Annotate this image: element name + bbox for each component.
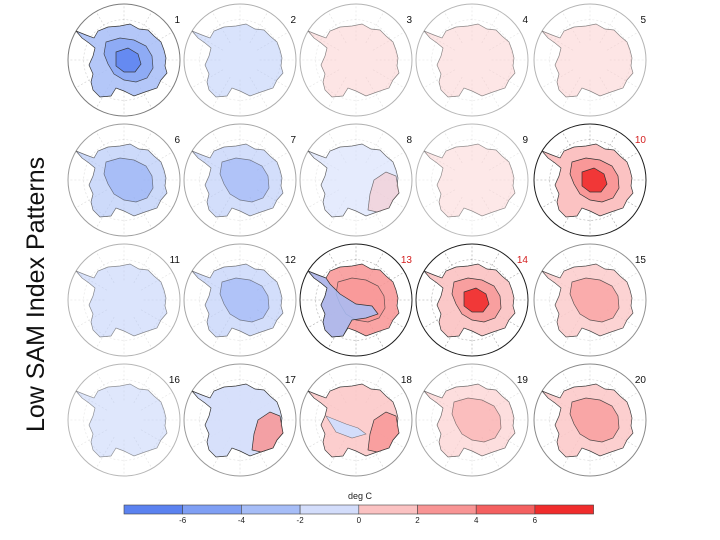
map-panel-6: 6 <box>67 123 181 237</box>
colorbar-segment-4 <box>299 504 360 515</box>
panel-number-2: 2 <box>290 15 296 26</box>
panel-number-13: 13 <box>401 255 413 266</box>
colorbar-tick--6: -6 <box>179 516 187 525</box>
panel-number-10: 10 <box>635 135 647 146</box>
panel-number-7: 7 <box>290 135 296 146</box>
map-panel-19: 19 <box>415 363 529 477</box>
colorbar-segment-8 <box>534 504 594 515</box>
panel-number-11: 11 <box>170 255 181 266</box>
colorbar-tick--4: -4 <box>238 516 246 525</box>
map-panel-12: 12 <box>183 243 297 357</box>
colorbar-tick-4: 4 <box>474 516 479 525</box>
colorbar-segment-1 <box>123 504 184 515</box>
colorbar-tick-2: 2 <box>415 516 420 525</box>
colorbar-unit-label: deg C <box>348 491 373 501</box>
map-panel-17: 17 <box>183 363 297 477</box>
map-panel-3: 3 <box>299 3 413 117</box>
panel-number-15: 15 <box>635 255 647 266</box>
map-panel-16: 16 <box>67 363 181 477</box>
map-panel-13: 13 <box>299 243 413 357</box>
map-panel-2: 2 <box>183 3 297 117</box>
colorbar: deg C -6 -4 -2 0 2 4 6 <box>123 491 594 525</box>
panel-number-16: 16 <box>169 375 181 386</box>
panel-number-1: 1 <box>174 15 180 26</box>
panel-number-5: 5 <box>640 15 646 26</box>
panel-number-14: 14 <box>517 255 529 266</box>
panel-number-20: 20 <box>635 375 647 386</box>
panel-number-8: 8 <box>406 135 412 146</box>
map-panel-9: 9 <box>415 123 529 237</box>
colorbar-segment-5 <box>358 504 418 515</box>
colorbar-tick-6: 6 <box>533 516 538 525</box>
panel-number-6: 6 <box>174 135 180 146</box>
map-panel-1: 1 <box>67 3 181 117</box>
map-panel-20: 20 <box>533 363 647 477</box>
colorbar-tick-0: 0 <box>357 516 362 525</box>
colorbar-segment-6 <box>417 504 477 515</box>
map-panel-18: 18 <box>299 363 413 477</box>
panel-number-17: 17 <box>285 375 297 386</box>
panel-number-4: 4 <box>522 15 528 26</box>
map-panel-4: 4 <box>415 3 529 117</box>
map-panel-5: 5 <box>533 3 647 117</box>
map-panel-8: 8 <box>299 123 413 237</box>
panel-number-12: 12 <box>285 255 297 266</box>
map-panel-15: 15 <box>533 243 647 357</box>
colorbar-segment-7 <box>475 504 536 515</box>
panel-number-18: 18 <box>401 375 413 386</box>
map-panel-11: 11 <box>67 243 181 357</box>
panel-number-9: 9 <box>522 135 528 146</box>
map-panel-7: 7 <box>183 123 297 237</box>
colorbar-segment-2 <box>182 504 242 515</box>
colorbar-tick--2: -2 <box>297 516 305 525</box>
map-panel-10: 10 <box>533 123 647 237</box>
panel-number-3: 3 <box>406 15 412 26</box>
panel-number-19: 19 <box>517 375 529 386</box>
map-panel-14: 14 <box>415 243 529 357</box>
colorbar-segment-3 <box>241 504 301 515</box>
